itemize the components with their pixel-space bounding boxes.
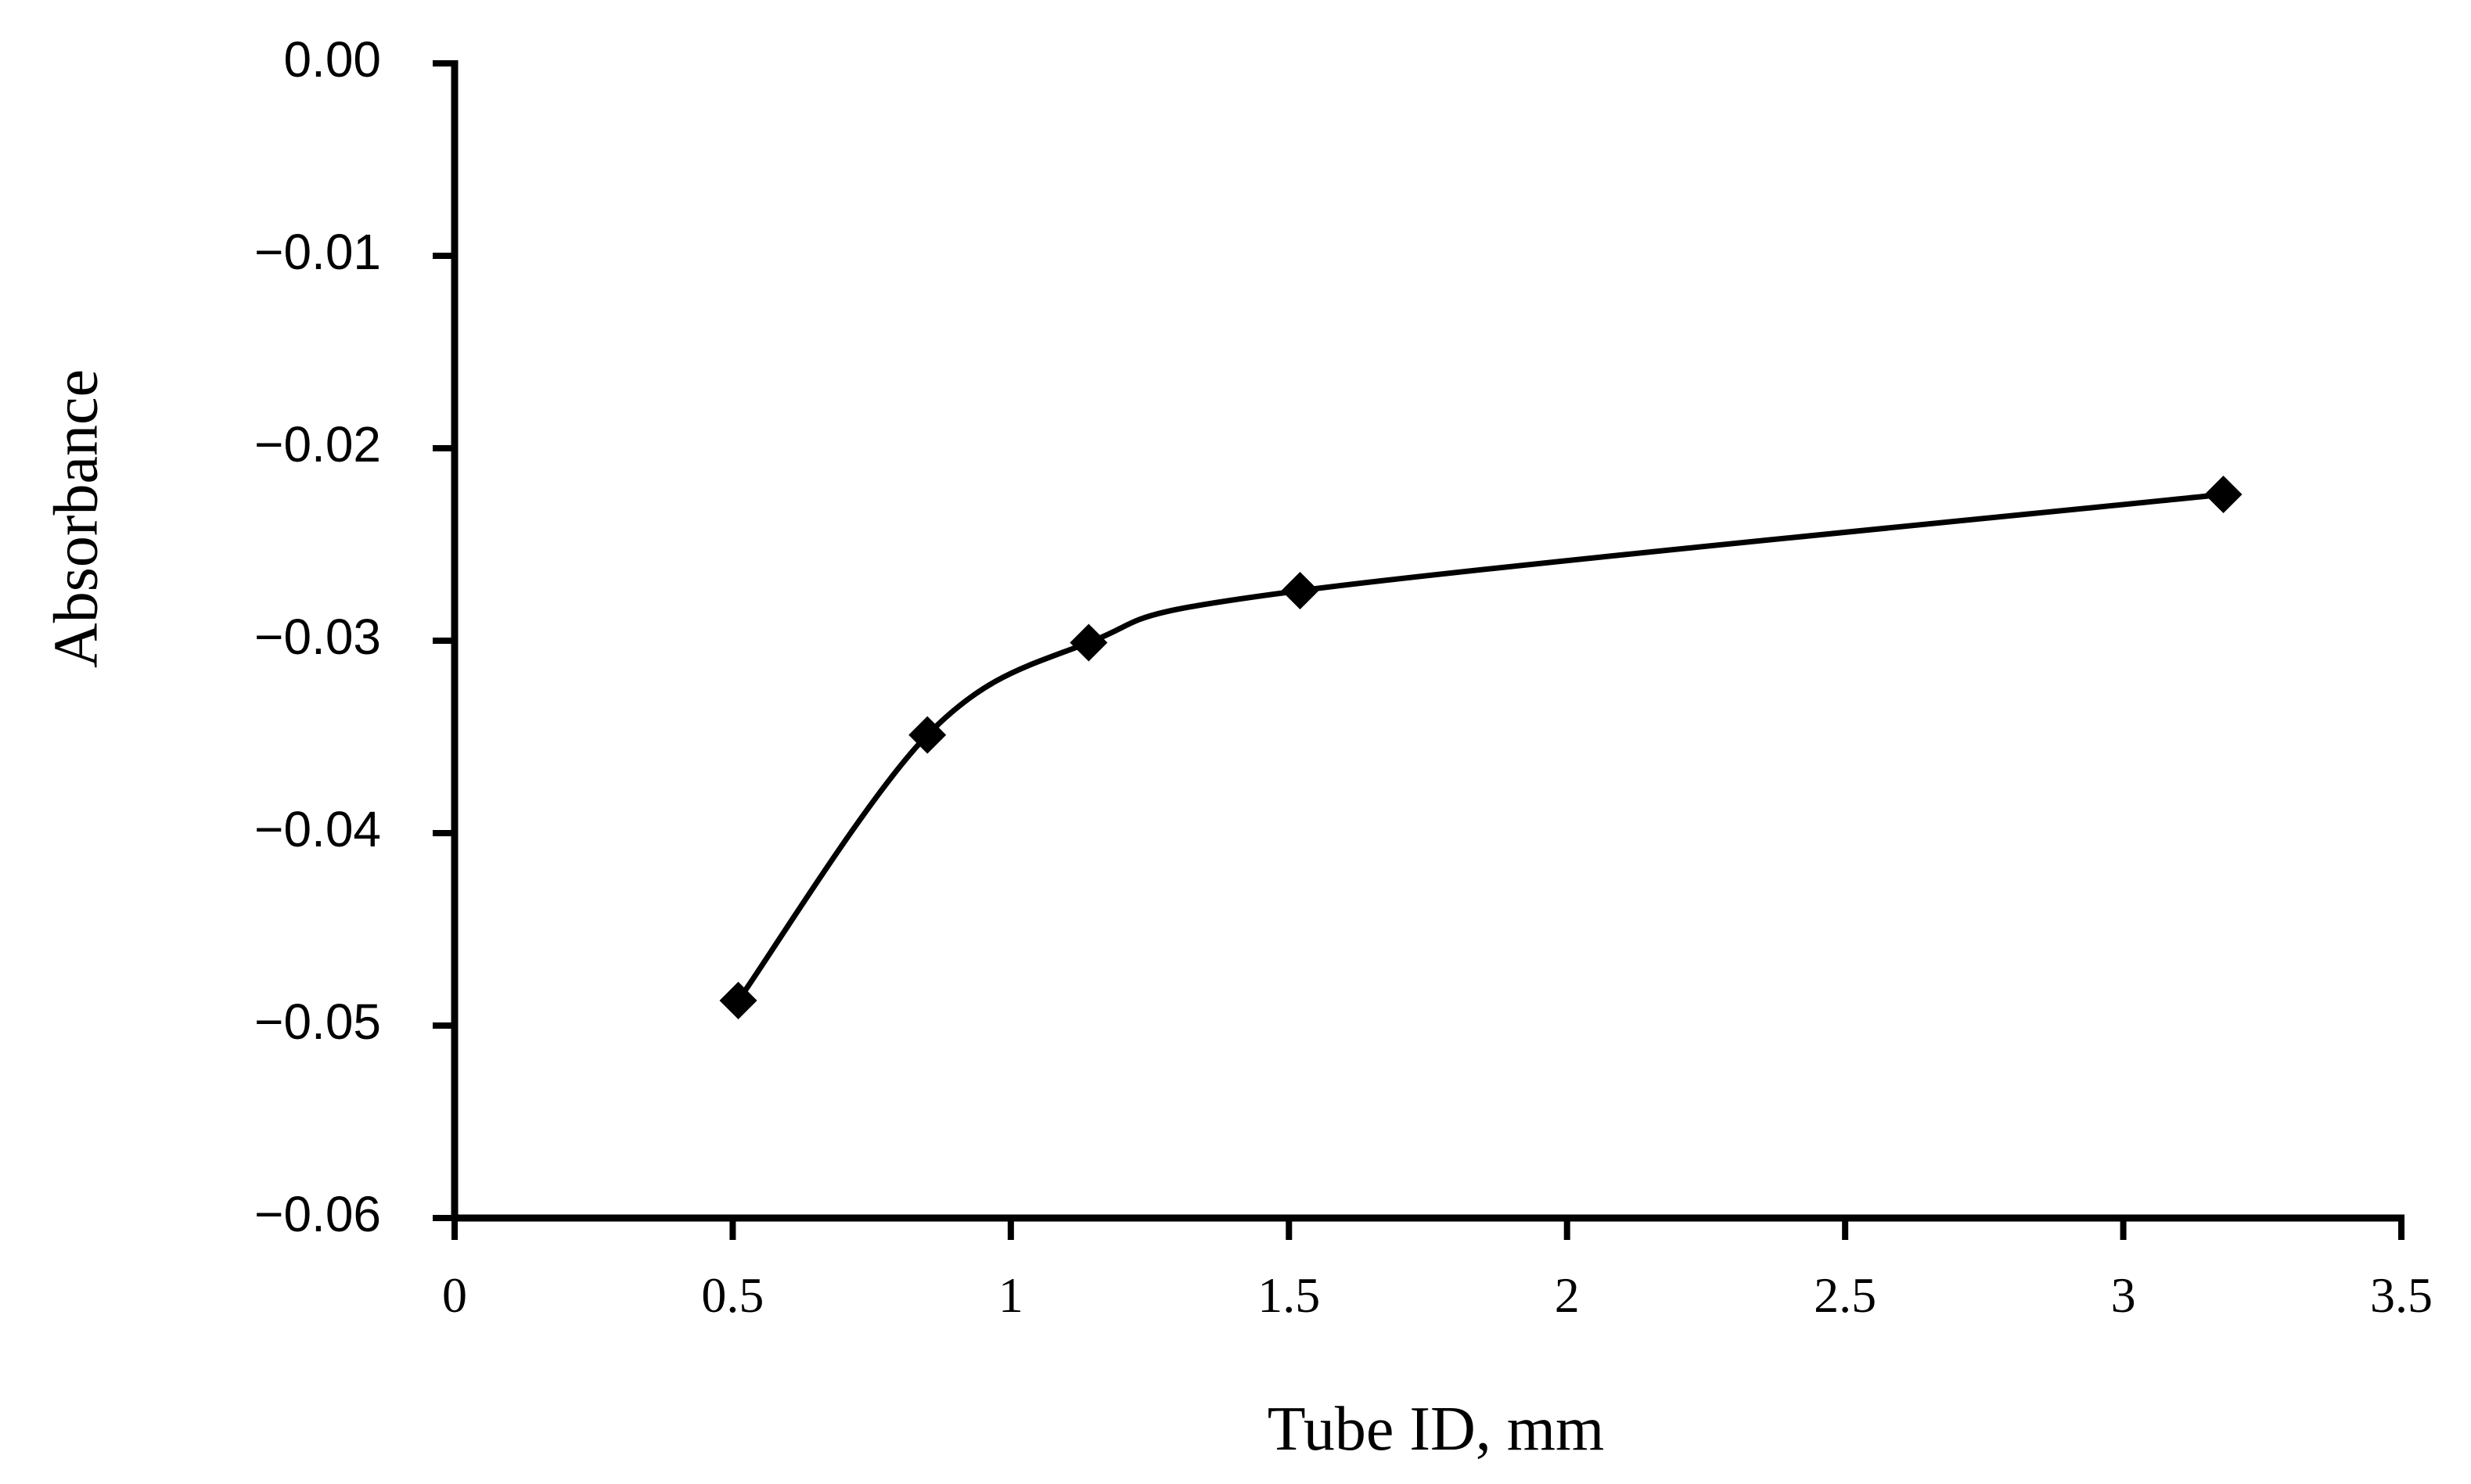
x-tick-label: 3 xyxy=(2111,1267,2136,1323)
data-point-marker xyxy=(1281,572,1319,610)
axes xyxy=(451,60,2404,1222)
x-tick-label: 2 xyxy=(1555,1267,1580,1323)
x-tick-label: 2.5 xyxy=(1814,1267,1876,1323)
y-tick-label: −0.04 xyxy=(254,801,381,857)
data-point-marker xyxy=(908,716,947,754)
series xyxy=(736,491,2227,1004)
data-point-marker xyxy=(1070,623,1108,662)
y-axis-title: Absorbance xyxy=(41,369,110,668)
y-tick-label: −0.06 xyxy=(254,1186,381,1242)
markers xyxy=(719,476,2243,1020)
x-axis-title: Tube ID, mm xyxy=(1268,1395,1604,1464)
y-tick-label: −0.03 xyxy=(254,609,381,665)
x-tick-label: 1.5 xyxy=(1257,1267,1320,1323)
data-point-marker xyxy=(2204,476,2243,514)
x-tick-label: 1 xyxy=(998,1267,1023,1323)
data-point-marker xyxy=(719,982,757,1020)
x-tick-label: 0.5 xyxy=(701,1267,764,1323)
y-tick-label: 0.00 xyxy=(283,31,381,88)
y-tick-label: −0.05 xyxy=(254,994,381,1050)
x-tick-label: 0 xyxy=(442,1267,467,1323)
series-line xyxy=(736,491,2227,1004)
x-axis-ticks: 0 0.5 1 1.5 2 2.5 3 3.5 xyxy=(442,1218,2433,1323)
x-tick-label: 3.5 xyxy=(2370,1267,2433,1323)
y-axis-ticks: 0.00 −0.01 −0.02 −0.03 −0.04 −0.05 −0.06 xyxy=(254,31,455,1242)
y-tick-label: −0.01 xyxy=(254,224,381,280)
y-tick-label: −0.02 xyxy=(254,416,381,473)
